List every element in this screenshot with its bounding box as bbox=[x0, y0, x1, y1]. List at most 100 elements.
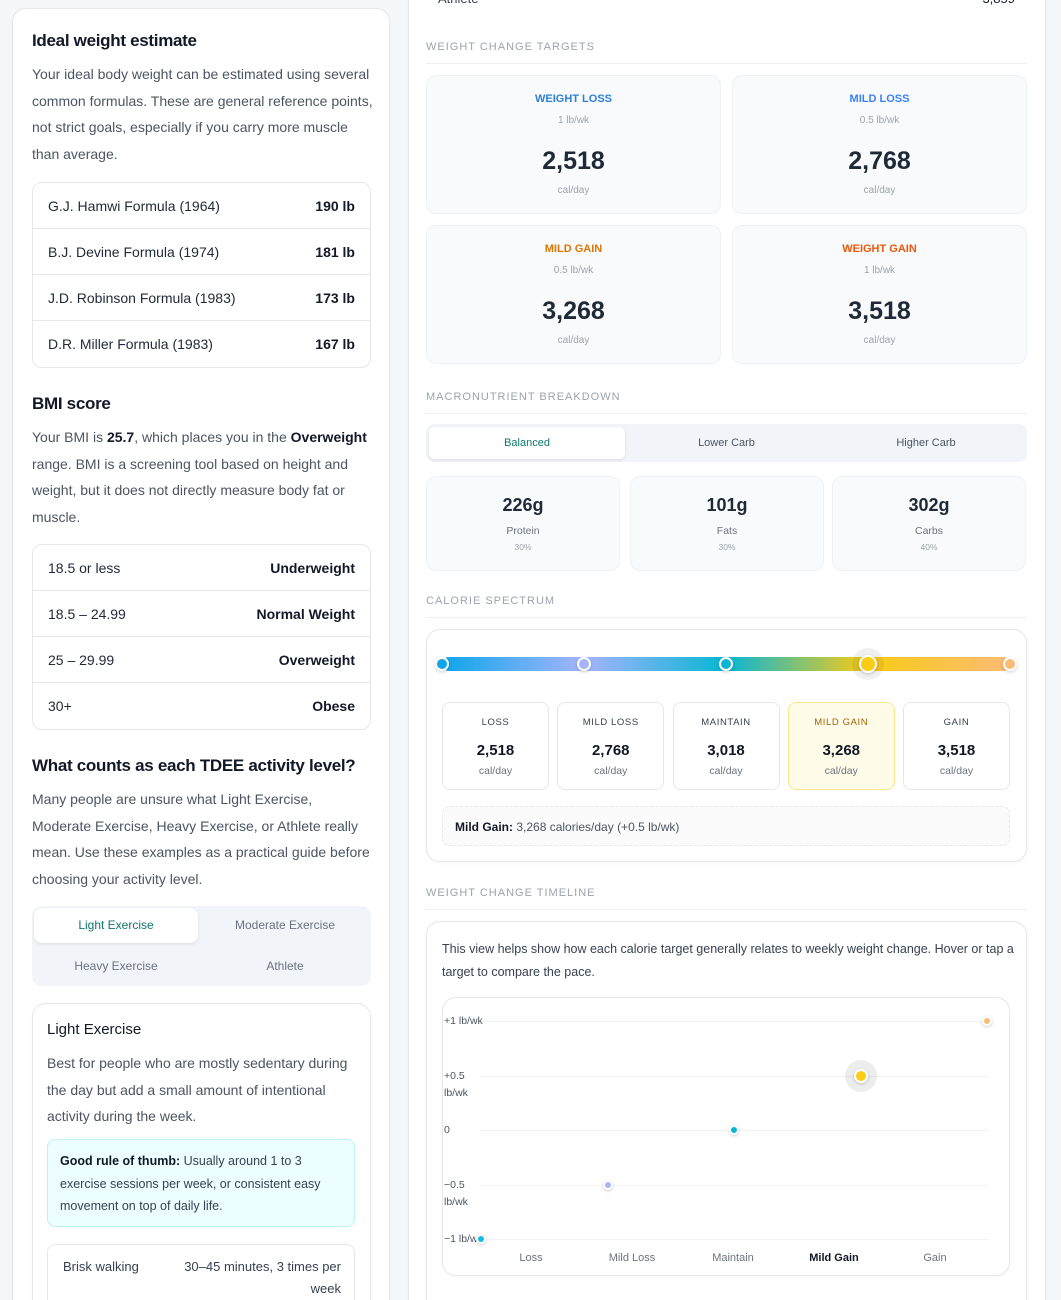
timeline-point[interactable] bbox=[982, 1016, 992, 1026]
divider bbox=[426, 909, 1027, 910]
spectrum-card[interactable]: GAIN 3,518 cal/day bbox=[903, 702, 1010, 790]
table-row: J.D. Robinson Formula (1983) 173 lb bbox=[33, 275, 370, 321]
timeline-point[interactable] bbox=[729, 1125, 739, 1135]
divider bbox=[426, 617, 1027, 618]
macro-name: Carbs bbox=[914, 525, 943, 537]
macro-card: 101g Fats 30% bbox=[630, 476, 824, 571]
divider bbox=[426, 63, 1027, 64]
spectrum-card[interactable]: LOSS 2,518 cal/day bbox=[442, 702, 549, 790]
target-rate: 1 lb/wk bbox=[557, 115, 590, 126]
section-heading: WEIGHT CHANGE TARGETS bbox=[426, 41, 595, 53]
y-tick-label: 0 bbox=[444, 1124, 450, 1136]
note-text: 3,268 calories/day (+0.5 lb/wk) bbox=[513, 820, 680, 834]
spectrum-value: 2,518 bbox=[476, 742, 515, 759]
tip-text: Usually around 1 to 3 exercise sessions … bbox=[60, 1154, 321, 1213]
x-tick-label: Gain bbox=[923, 1252, 947, 1264]
description-part: range. BMI is a screening tool based on … bbox=[32, 455, 348, 525]
spectrum-card[interactable]: MILD GAIN 3,268 cal/day bbox=[787, 702, 895, 790]
y-tick-label: +0.5 lb/wk bbox=[444, 1069, 468, 1100]
tip-label: Good rule of thumb: bbox=[60, 1154, 181, 1168]
spectrum-unit: cal/day bbox=[709, 765, 743, 777]
activity-title: Light Exercise bbox=[47, 1021, 142, 1038]
spectrum-unit: cal/day bbox=[824, 765, 858, 777]
target-card: MILD LOSS 0.5 lb/wk 2,768 cal/day bbox=[732, 75, 1027, 214]
target-label: WEIGHT LOSS bbox=[535, 93, 612, 105]
spectrum-value: 3,268 bbox=[822, 742, 861, 759]
target-label: WEIGHT GAIN bbox=[842, 243, 917, 255]
target-unit: cal/day bbox=[863, 185, 896, 196]
spectrum-label: LOSS bbox=[481, 717, 510, 728]
row-value: 173 lb bbox=[315, 289, 355, 306]
row-value: 181 lb bbox=[315, 243, 355, 260]
y-tick-label: +1 lb/wk bbox=[444, 1015, 483, 1027]
row-value: 3,859 bbox=[900, 0, 1015, 6]
timeline-point[interactable] bbox=[853, 1068, 868, 1083]
row-label: G.J. Hamwi Formula (1964) bbox=[48, 197, 220, 214]
spectrum-card[interactable]: MAINTAIN 3,018 cal/day bbox=[672, 702, 780, 790]
activity-tabs: Light Exercise Moderate Exercise Heavy Exe… bbox=[32, 906, 371, 986]
target-rate: 0.5 lb/wk bbox=[553, 265, 594, 276]
target-unit: cal/day bbox=[557, 335, 590, 346]
target-value: 3,518 bbox=[848, 297, 911, 325]
activity-tab[interactable]: Heavy Exercise bbox=[74, 959, 158, 973]
spectrum-value: 3,518 bbox=[937, 742, 976, 759]
macro-tab[interactable]: Higher Carb bbox=[896, 437, 956, 449]
table-row: 30+ Obese bbox=[33, 683, 370, 729]
table-row: G.J. Hamwi Formula (1964) 190 lb bbox=[33, 183, 370, 229]
timeline-point[interactable] bbox=[476, 1234, 486, 1244]
timeline-description: This view helps show how each calorie ta… bbox=[442, 942, 1014, 979]
spectrum-card[interactable]: MILD LOSS 2,768 cal/day bbox=[557, 702, 665, 790]
target-value: 2,768 bbox=[848, 147, 911, 175]
x-tick-label: Mild Gain bbox=[809, 1252, 859, 1264]
macro-share: 30% bbox=[514, 542, 532, 552]
info-table: G.J. Hamwi Formula (1964) 190 lb B.J. Devi… bbox=[32, 182, 371, 368]
row-label: 30+ bbox=[48, 698, 72, 714]
macro-tabs: Balanced Lower Carb Higher Carb bbox=[426, 424, 1027, 462]
x-tick-label: Mild Loss bbox=[608, 1252, 656, 1264]
grid-line bbox=[480, 1239, 988, 1240]
table-row: 18.5 – 24.99 Normal Weight bbox=[33, 591, 370, 637]
macro-tab[interactable]: Balanced bbox=[429, 427, 625, 459]
spectrum-dot[interactable] bbox=[435, 657, 449, 671]
activity-tab[interactable]: Moderate Exercise bbox=[234, 918, 336, 932]
macro-value: 101g bbox=[706, 495, 748, 515]
target-label: MILD LOSS bbox=[849, 93, 910, 105]
macro-card: 302g Carbs 40% bbox=[832, 476, 1026, 571]
row-label: 18.5 – 24.99 bbox=[48, 605, 126, 622]
target-card: WEIGHT LOSS 1 lb/wk 2,518 cal/day bbox=[426, 75, 721, 214]
y-tick-label: −1 lb/wk bbox=[444, 1233, 483, 1245]
table-row: D.R. Miller Formula (1983) 167 lb bbox=[33, 321, 370, 367]
macro-tab[interactable]: Lower Carb bbox=[698, 437, 755, 449]
spectrum-label: MILD LOSS bbox=[582, 717, 639, 728]
spectrum-dot[interactable] bbox=[1003, 657, 1017, 671]
example-activity: Brisk walking bbox=[63, 1259, 139, 1274]
activity-tab[interactable]: Light Exercise bbox=[34, 908, 198, 943]
note-label: Mild Gain: bbox=[455, 820, 513, 834]
row-label: J.D. Robinson Formula (1983) bbox=[48, 289, 236, 306]
spectrum-dot[interactable] bbox=[859, 655, 877, 673]
spectrum-dot[interactable] bbox=[577, 657, 591, 671]
macro-value: 226g bbox=[502, 495, 544, 515]
row-label: Athlete bbox=[438, 0, 478, 6]
spectrum-label: GAIN bbox=[943, 717, 970, 728]
activity-tab[interactable]: Athlete bbox=[266, 959, 304, 973]
timeline-point[interactable] bbox=[602, 1179, 613, 1190]
macro-share: 40% bbox=[920, 542, 938, 552]
spectrum-dot[interactable] bbox=[719, 657, 733, 671]
macro-name: Fats bbox=[716, 525, 738, 537]
description-part: 25.7 bbox=[106, 429, 135, 445]
spectrum-unit: cal/day bbox=[478, 765, 513, 777]
row-label: 18.5 or less bbox=[48, 559, 121, 576]
table-row: B.J. Devine Formula (1974) 181 lb bbox=[33, 229, 370, 275]
target-rate: 1 lb/wk bbox=[863, 265, 896, 276]
section-heading: CALORIE SPECTRUM bbox=[426, 595, 556, 607]
macro-name: Protein bbox=[506, 525, 540, 537]
spectrum-unit: cal/day bbox=[594, 765, 628, 777]
spectrum-value: 2,768 bbox=[591, 742, 630, 759]
info-table: 18.5 or less Underweight 18.5 – 24.99 Norma… bbox=[32, 544, 371, 730]
example-row: Brisk walking 30–45 minutes, 3 times per … bbox=[47, 1244, 355, 1300]
spectrum-value: 3,018 bbox=[707, 742, 745, 759]
target-rate: 0.5 lb/wk bbox=[859, 115, 900, 126]
row-value: Underweight bbox=[270, 559, 355, 576]
